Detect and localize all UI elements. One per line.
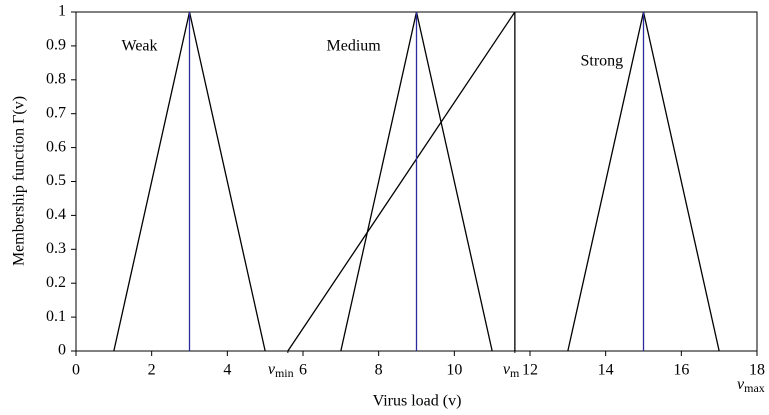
y-tick-label: 0.9 — [46, 37, 66, 54]
x-axis-label: Virus load (v) — [373, 393, 462, 410]
y-tick-label: 0.6 — [46, 138, 66, 155]
y-tick-label: 0.2 — [46, 274, 66, 291]
series-label: Medium — [327, 38, 382, 55]
x-tick-label: 2 — [148, 362, 156, 379]
x-tick-label: 18 — [749, 362, 765, 379]
series-label: Strong — [581, 53, 624, 70]
x-tick-label: 4 — [223, 362, 231, 379]
y-tick-label: 0.5 — [46, 172, 66, 189]
series-line — [287, 11, 516, 352]
annotation-subscript: m — [510, 366, 520, 380]
annotation-subscript: min — [275, 366, 294, 380]
x-tick-label: 8 — [375, 362, 383, 379]
y-tick-label: 0.8 — [46, 70, 66, 87]
x-tick-label: 12 — [522, 362, 538, 379]
x-tick-label: 16 — [673, 362, 689, 379]
y-tick-label: 0.3 — [46, 240, 66, 257]
y-tick-label: 0.4 — [46, 206, 66, 223]
y-tick-label: 1 — [58, 3, 66, 20]
x-tick-label: 0 — [72, 362, 80, 379]
annotation-subscript: max — [744, 381, 765, 395]
series-label: Weak — [122, 38, 158, 55]
y-tick-label: 0 — [58, 342, 66, 359]
annotation-label: vmax — [737, 376, 765, 395]
annotation-label: vmin — [268, 361, 294, 380]
annotation-symbol: v — [503, 361, 511, 378]
y-axis-label: Membership function Γ(v) — [11, 96, 28, 266]
y-tick-label: 0.7 — [46, 104, 66, 121]
annotation-symbol: v — [737, 376, 745, 393]
y-tick-label: 0.1 — [46, 308, 66, 325]
x-tick-label: 14 — [598, 362, 614, 379]
x-tick-label: 6 — [299, 362, 307, 379]
annotation-symbol: v — [268, 361, 276, 378]
x-tick-label: 10 — [446, 362, 462, 379]
annotation-label: vm — [503, 361, 520, 380]
